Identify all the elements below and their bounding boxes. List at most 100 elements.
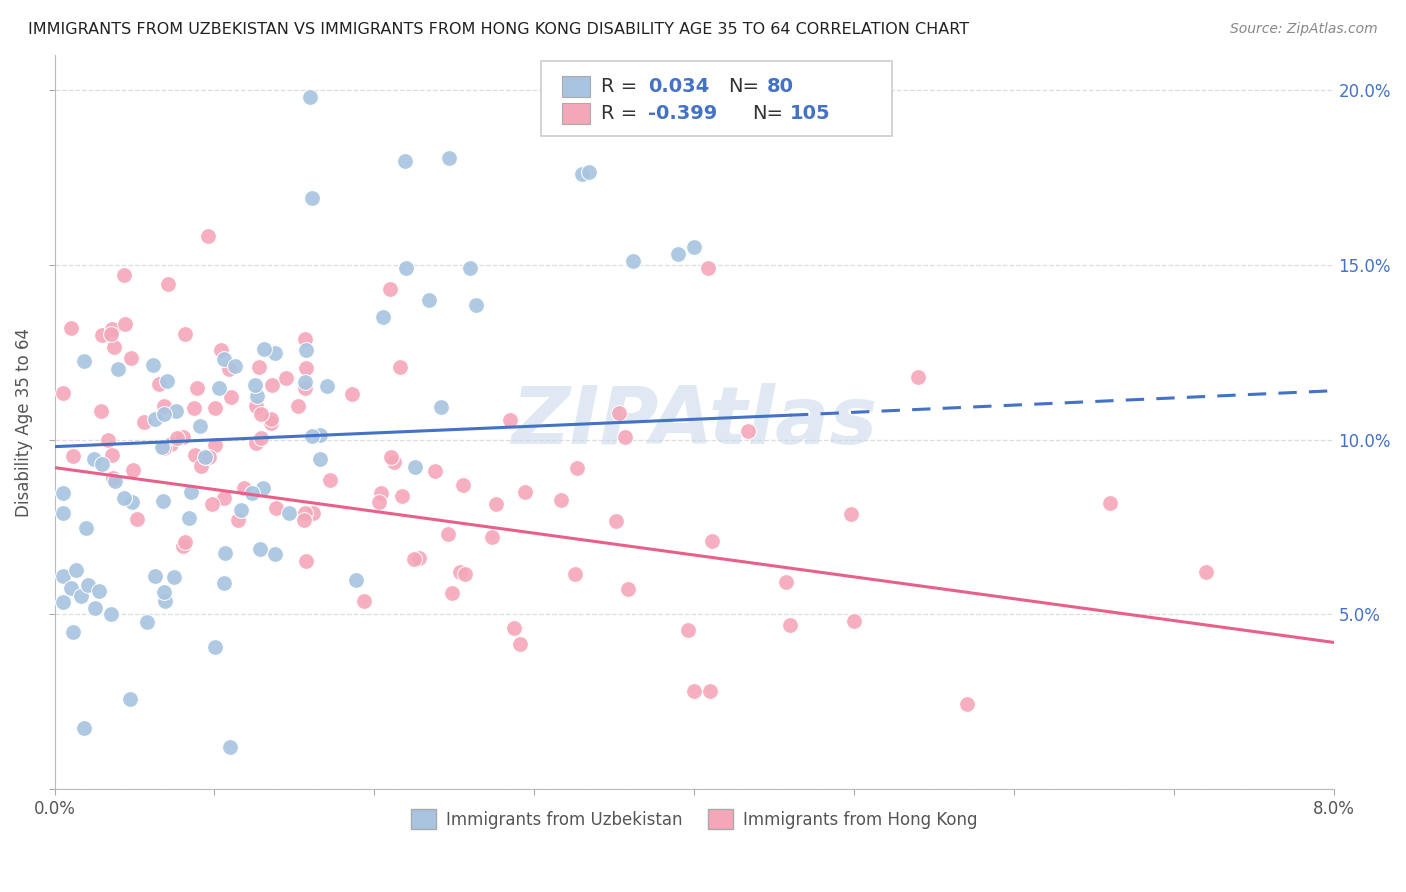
Point: [103, 340, 125, 354]
Point: [104, 474, 127, 488]
Point: [221, 390, 243, 404]
Point: [212, 491, 235, 506]
Point: [316, 379, 339, 393]
Point: [157, 277, 180, 291]
Point: [204, 401, 226, 416]
Point: [245, 436, 267, 450]
Point: [299, 90, 322, 104]
Text: N=: N=: [728, 77, 759, 95]
Point: [666, 247, 689, 261]
Point: [142, 358, 165, 372]
Text: R =: R =: [600, 103, 643, 123]
Point: [301, 429, 323, 443]
Point: [277, 506, 299, 520]
Point: [513, 485, 536, 500]
Point: [122, 463, 145, 477]
Point: [166, 431, 188, 445]
Point: [464, 298, 486, 312]
Point: [65, 563, 87, 577]
Point: [160, 437, 183, 451]
Point: [100, 326, 122, 341]
Point: [212, 576, 235, 591]
Point: [367, 494, 389, 508]
Point: [252, 482, 274, 496]
Point: [125, 512, 148, 526]
Text: IMMIGRANTS FROM UZBEKISTAN VS IMMIGRANTS FROM HONG KONG DISABILITY AGE 35 TO 64 : IMMIGRANTS FROM UZBEKISTAN VS IMMIGRANTS…: [28, 22, 969, 37]
Point: [294, 360, 316, 375]
Point: [101, 471, 124, 485]
Point: [678, 623, 700, 637]
Point: [51, 506, 73, 520]
FancyBboxPatch shape: [540, 61, 893, 136]
Point: [839, 508, 862, 522]
Point: [683, 684, 706, 698]
Point: [114, 317, 136, 331]
Point: [394, 154, 416, 169]
Point: [197, 450, 219, 465]
Text: ZIPAtlas: ZIPAtlas: [510, 384, 877, 461]
Point: [454, 566, 477, 581]
Point: [607, 406, 630, 420]
Point: [621, 254, 644, 268]
Point: [51, 486, 73, 500]
Point: [249, 541, 271, 556]
Point: [184, 449, 207, 463]
Point: [145, 568, 167, 582]
Point: [229, 503, 252, 517]
Point: [173, 430, 195, 444]
Point: [150, 440, 173, 454]
Point: [564, 567, 586, 582]
Y-axis label: Disability Age 35 to 64: Disability Age 35 to 64: [15, 327, 32, 516]
Point: [247, 360, 270, 375]
Point: [112, 491, 135, 505]
Point: [294, 381, 316, 395]
Point: [250, 431, 273, 445]
Text: 80: 80: [768, 77, 794, 95]
Point: [214, 546, 236, 560]
Point: [353, 594, 375, 608]
Point: [842, 615, 865, 629]
Point: [224, 359, 246, 373]
Point: [402, 552, 425, 566]
Point: [370, 485, 392, 500]
Point: [342, 387, 364, 401]
Point: [148, 377, 170, 392]
Point: [391, 489, 413, 503]
Point: [263, 346, 285, 360]
Point: [120, 692, 142, 706]
Point: [143, 412, 166, 426]
Point: [156, 374, 179, 388]
Point: [219, 740, 242, 755]
Point: [253, 343, 276, 357]
Point: [101, 322, 124, 336]
Point: [775, 575, 797, 590]
Point: [97, 433, 120, 447]
Point: [499, 413, 522, 427]
Text: N=: N=: [752, 103, 783, 123]
Point: [121, 495, 143, 509]
Point: [617, 582, 640, 596]
Point: [188, 418, 211, 433]
Point: [84, 601, 107, 615]
Point: [212, 351, 235, 366]
Point: [481, 530, 503, 544]
Point: [264, 547, 287, 561]
Text: -0.399: -0.399: [648, 103, 717, 123]
Point: [344, 573, 367, 587]
Point: [153, 399, 176, 413]
Point: [697, 260, 720, 275]
Point: [1098, 495, 1121, 509]
Point: [240, 486, 263, 500]
Point: [186, 381, 208, 395]
Point: [295, 554, 318, 568]
Point: [153, 408, 176, 422]
Point: [246, 389, 269, 403]
Point: [228, 513, 250, 527]
Point: [1195, 566, 1218, 580]
Point: [404, 459, 426, 474]
Point: [233, 482, 256, 496]
Point: [565, 461, 588, 475]
Point: [101, 448, 124, 462]
Point: [564, 113, 586, 128]
Point: [437, 151, 460, 165]
